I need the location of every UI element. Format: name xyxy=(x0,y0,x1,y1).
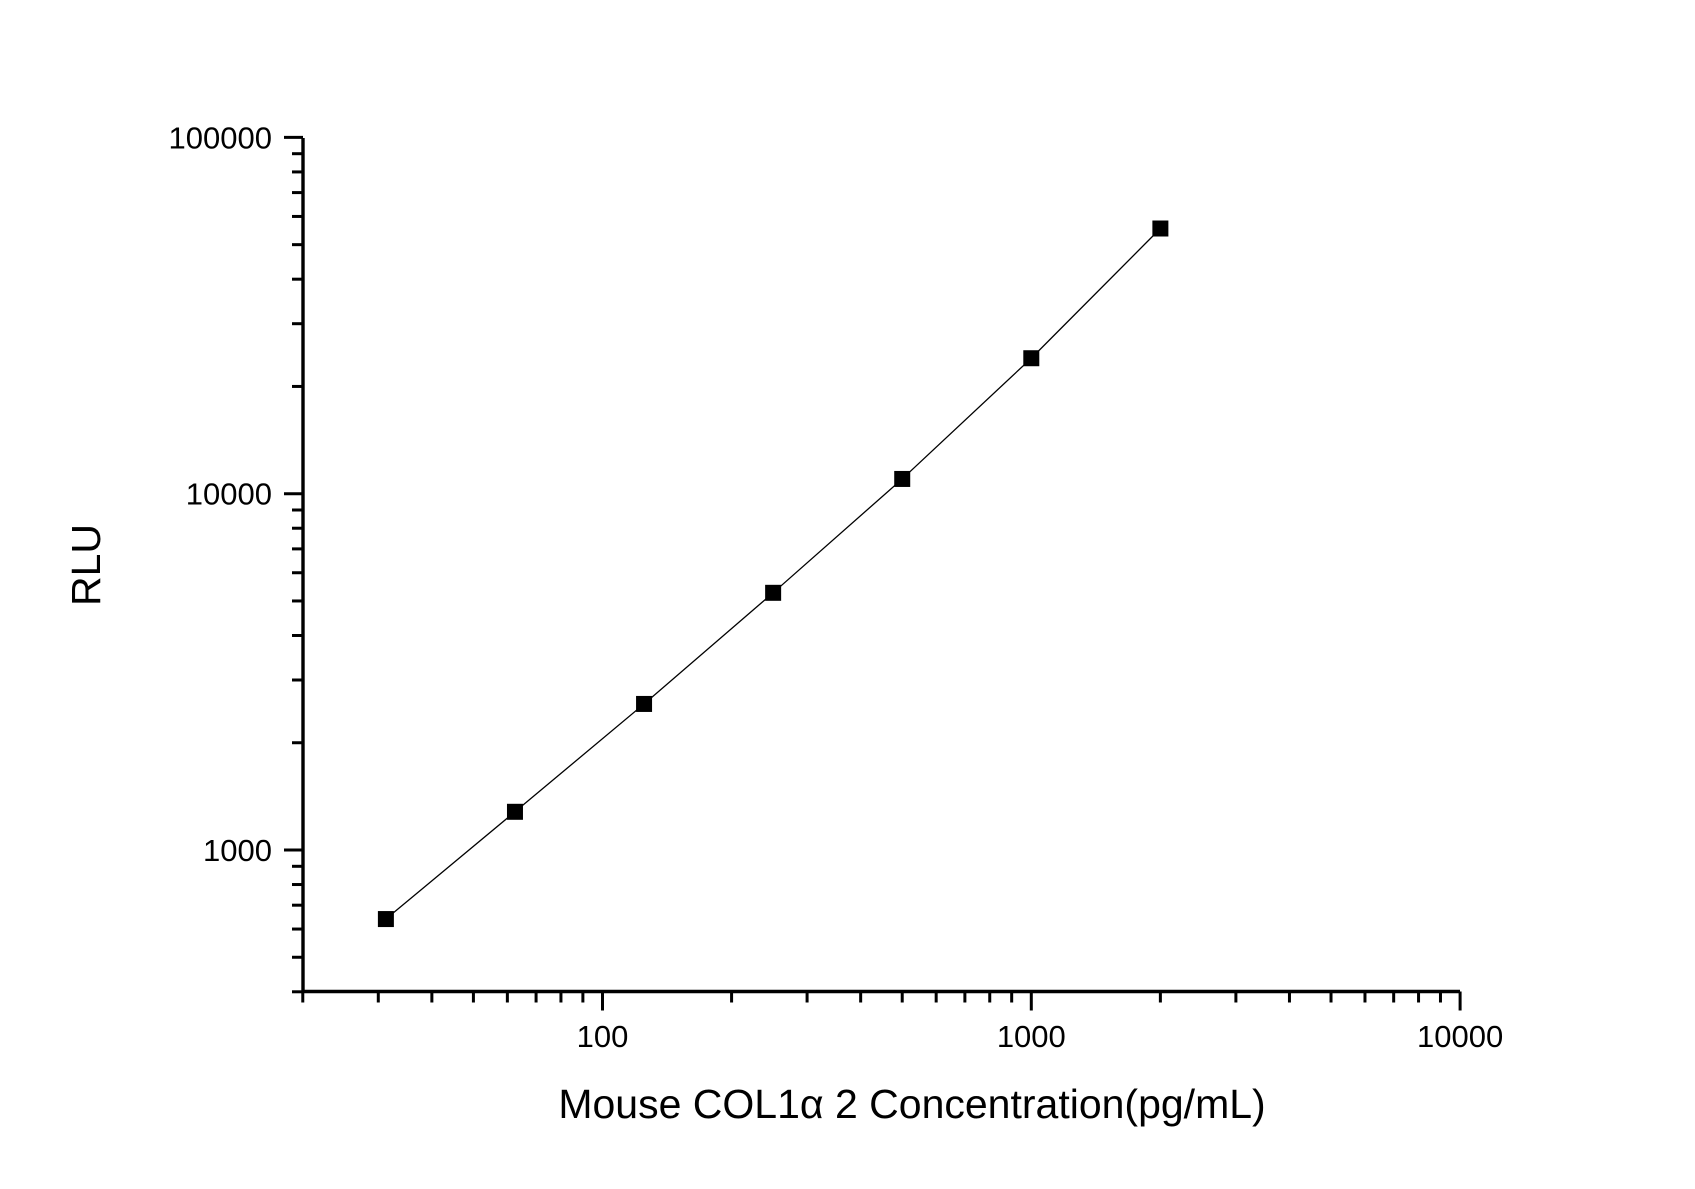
series-line xyxy=(385,228,1161,920)
data-point-marker xyxy=(636,695,653,712)
data-point-marker xyxy=(506,803,523,820)
x-tick-label: 10000 xyxy=(1417,1019,1503,1054)
data-series xyxy=(377,220,1169,928)
x-tick-label: 1000 xyxy=(997,1019,1066,1054)
data-point-marker xyxy=(1152,220,1169,237)
axis-lines xyxy=(301,138,1460,994)
y-tick-label: 100000 xyxy=(169,120,272,155)
y-tick-label: 10000 xyxy=(186,477,272,512)
axis-spines xyxy=(301,138,1460,994)
data-point-marker xyxy=(894,470,911,487)
y-tick-label: 1000 xyxy=(203,833,272,868)
data-point-marker xyxy=(377,911,394,928)
x-tick-label: 100 xyxy=(577,1019,629,1054)
axis-ticks xyxy=(284,135,1462,1011)
x-axis-title: Mouse COL1α 2 Concentration(pg/mL) xyxy=(558,1081,1265,1127)
y-axis-title: RLU xyxy=(63,524,109,606)
data-point-marker xyxy=(765,584,782,601)
tick-labels: 100 1000 10000 1000 10000 100000 xyxy=(169,120,1504,1054)
data-point-marker xyxy=(1023,350,1040,367)
